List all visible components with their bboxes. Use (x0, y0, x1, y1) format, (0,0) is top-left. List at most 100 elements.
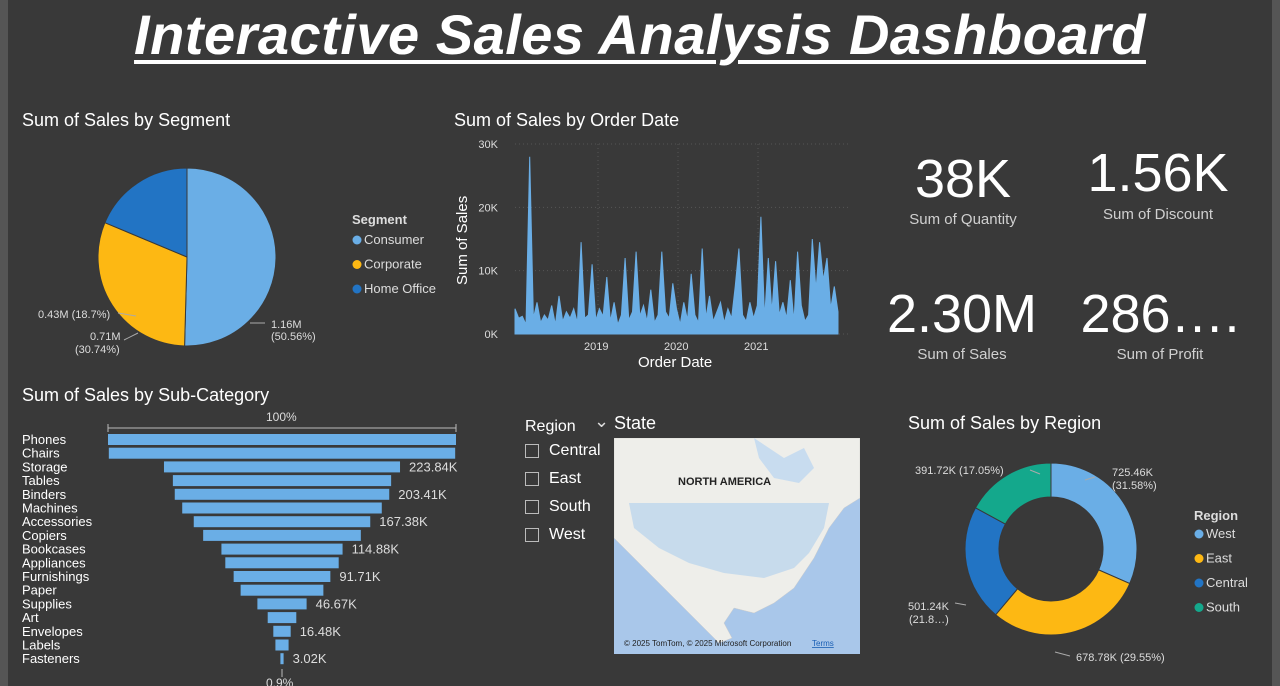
region-label-east: 678.78K (29.55%) (1076, 652, 1165, 664)
segment-label-corporate: 0.71M (90, 331, 121, 343)
bar-art[interactable] (267, 612, 297, 624)
region-label-west: 725.46K (1112, 467, 1154, 479)
bar-labels[interactable] (275, 639, 289, 651)
category-label: Chairs (22, 446, 60, 461)
bar-appliances[interactable] (225, 557, 339, 569)
segment-label-home-office: 0.43M (18.7%) (38, 309, 110, 321)
sales-series-area (514, 156, 839, 335)
region-label-central: 501.24K (908, 601, 950, 613)
state-map[interactable]: NORTH AMERICA © 2025 TomTom, © 2025 Micr… (614, 438, 860, 654)
checkbox[interactable] (525, 500, 539, 514)
usa-highlight (629, 503, 829, 578)
funnel-top-label: 100% (266, 410, 297, 424)
checkbox[interactable] (525, 528, 539, 542)
y-tick-label: 30K (478, 139, 498, 151)
legend-item-corporate[interactable]: Corporate (364, 257, 422, 272)
region-label-central-pct: (21.8…) (909, 614, 949, 626)
legend-item-south[interactable]: South (1206, 600, 1240, 615)
region-option-label: South (549, 498, 591, 515)
region-chart-title: Sum of Sales by Region (908, 413, 1102, 433)
bar-furnishings[interactable] (233, 571, 331, 582)
slice-corporate[interactable] (97, 222, 188, 347)
slice-south[interactable] (974, 462, 1052, 525)
category-label: Phones (22, 432, 67, 447)
category-label: Bookcases (22, 542, 86, 557)
category-label: Appliances (22, 555, 86, 570)
legend-item-central[interactable]: Central (1206, 575, 1248, 590)
map-canvas: NORTH AMERICA © 2025 TomTom, © 2025 Micr… (614, 438, 860, 654)
bar-copiers[interactable] (203, 529, 361, 541)
bar-binders[interactable] (174, 488, 390, 500)
segment-legend: Consumer Corporate Home Office (352, 232, 436, 296)
legend-item-east[interactable]: East (1206, 551, 1232, 566)
region-option-south[interactable]: South (525, 498, 591, 516)
category-label: Supplies (22, 596, 72, 611)
region-option-west[interactable]: West (525, 526, 585, 544)
bar-storage[interactable] (163, 461, 401, 473)
slice-west[interactable] (1050, 462, 1138, 585)
slice-consumer[interactable] (184, 167, 277, 347)
slice-central[interactable] (964, 507, 1019, 616)
category-label: Tables (22, 473, 60, 488)
checkbox[interactable] (525, 444, 539, 458)
category-label: Storage (22, 459, 68, 474)
legend-marker (1194, 529, 1204, 539)
region-option-central[interactable]: Central (525, 442, 601, 460)
region-leader-line (954, 602, 967, 606)
bar-bookcases[interactable] (221, 543, 343, 555)
y-tick-label: 10K (478, 266, 498, 278)
y-tick-label: 0K (485, 329, 499, 341)
category-label: Copiers (22, 528, 67, 543)
bar-accessories[interactable] (193, 516, 371, 528)
legend-item-home-office[interactable]: Home Office (364, 281, 436, 296)
bar-machines[interactable] (182, 502, 382, 514)
checkbox[interactable] (525, 472, 539, 486)
kpi-discount-value: 1.56K (1087, 143, 1229, 203)
x-tick-label: 2021 (744, 341, 768, 353)
data-label: 16.48K (300, 624, 342, 639)
legend-item-consumer[interactable]: Consumer (364, 232, 425, 247)
kpi-quantity-value: 38K (914, 149, 1012, 209)
region-legend-title: Region (1194, 508, 1238, 523)
bar-chairs[interactable] (108, 447, 456, 459)
hudson-bay (754, 438, 814, 483)
slice-east[interactable] (994, 569, 1131, 636)
region-leader-line (1054, 651, 1071, 657)
bar-tables[interactable] (172, 475, 392, 487)
data-label: 167.38K (379, 514, 428, 529)
data-label: 223.84K (409, 459, 458, 474)
state-map-title: State (614, 413, 657, 433)
legend-item-west[interactable]: West (1206, 526, 1236, 541)
x-tick-label: 2019 (584, 341, 608, 353)
segment-pie-chart[interactable]: 0.43M (18.7%) 1.16M (50.56%) 0.71M (30.7… (0, 140, 450, 370)
map-terms-link[interactable]: Terms (812, 639, 834, 648)
bar-envelopes[interactable] (273, 625, 291, 637)
order-date-line-chart[interactable]: 30K 20K 10K 0K 2019 2020 2021 Order Date Sum … (450, 135, 860, 375)
segment-label-consumer-pct: (50.56%) (271, 331, 316, 343)
region-donut-chart[interactable]: 725.46K (31.58%) 391.72K (17.05%) 501.24… (880, 440, 1272, 686)
segment-label-corporate-pct: (30.74%) (75, 344, 120, 356)
bar-phones[interactable] (108, 434, 456, 445)
bar-fasteners[interactable] (280, 653, 284, 665)
region-label-west-pct: (31.58%) (1112, 480, 1157, 492)
category-label: Furnishings (22, 569, 90, 584)
date-x-axis-label: Order Date (638, 354, 712, 371)
legend-marker (1194, 578, 1204, 588)
subcat-chart-title: Sum of Sales by Sub-Category (22, 385, 270, 405)
segment-leader-line (123, 332, 139, 341)
bar-paper[interactable] (240, 584, 324, 596)
category-label: Binders (22, 487, 67, 502)
slice-home-office[interactable] (104, 167, 188, 258)
region-option-east[interactable]: East (525, 470, 581, 488)
data-label: 3.02K (293, 651, 327, 666)
category-label: Machines (22, 501, 78, 516)
segment-legend-title: Segment (352, 212, 408, 227)
legend-marker (1194, 603, 1204, 612)
kpi-profit-value: 286…. (1080, 284, 1240, 344)
kpi-sales-value: 2.30M (886, 284, 1038, 344)
funnel-bottom-label: 0.9% (266, 676, 294, 686)
legend-marker (352, 284, 362, 294)
chevron-down-icon[interactable]: ⌄ (594, 411, 610, 431)
bar-supplies[interactable] (257, 598, 307, 610)
